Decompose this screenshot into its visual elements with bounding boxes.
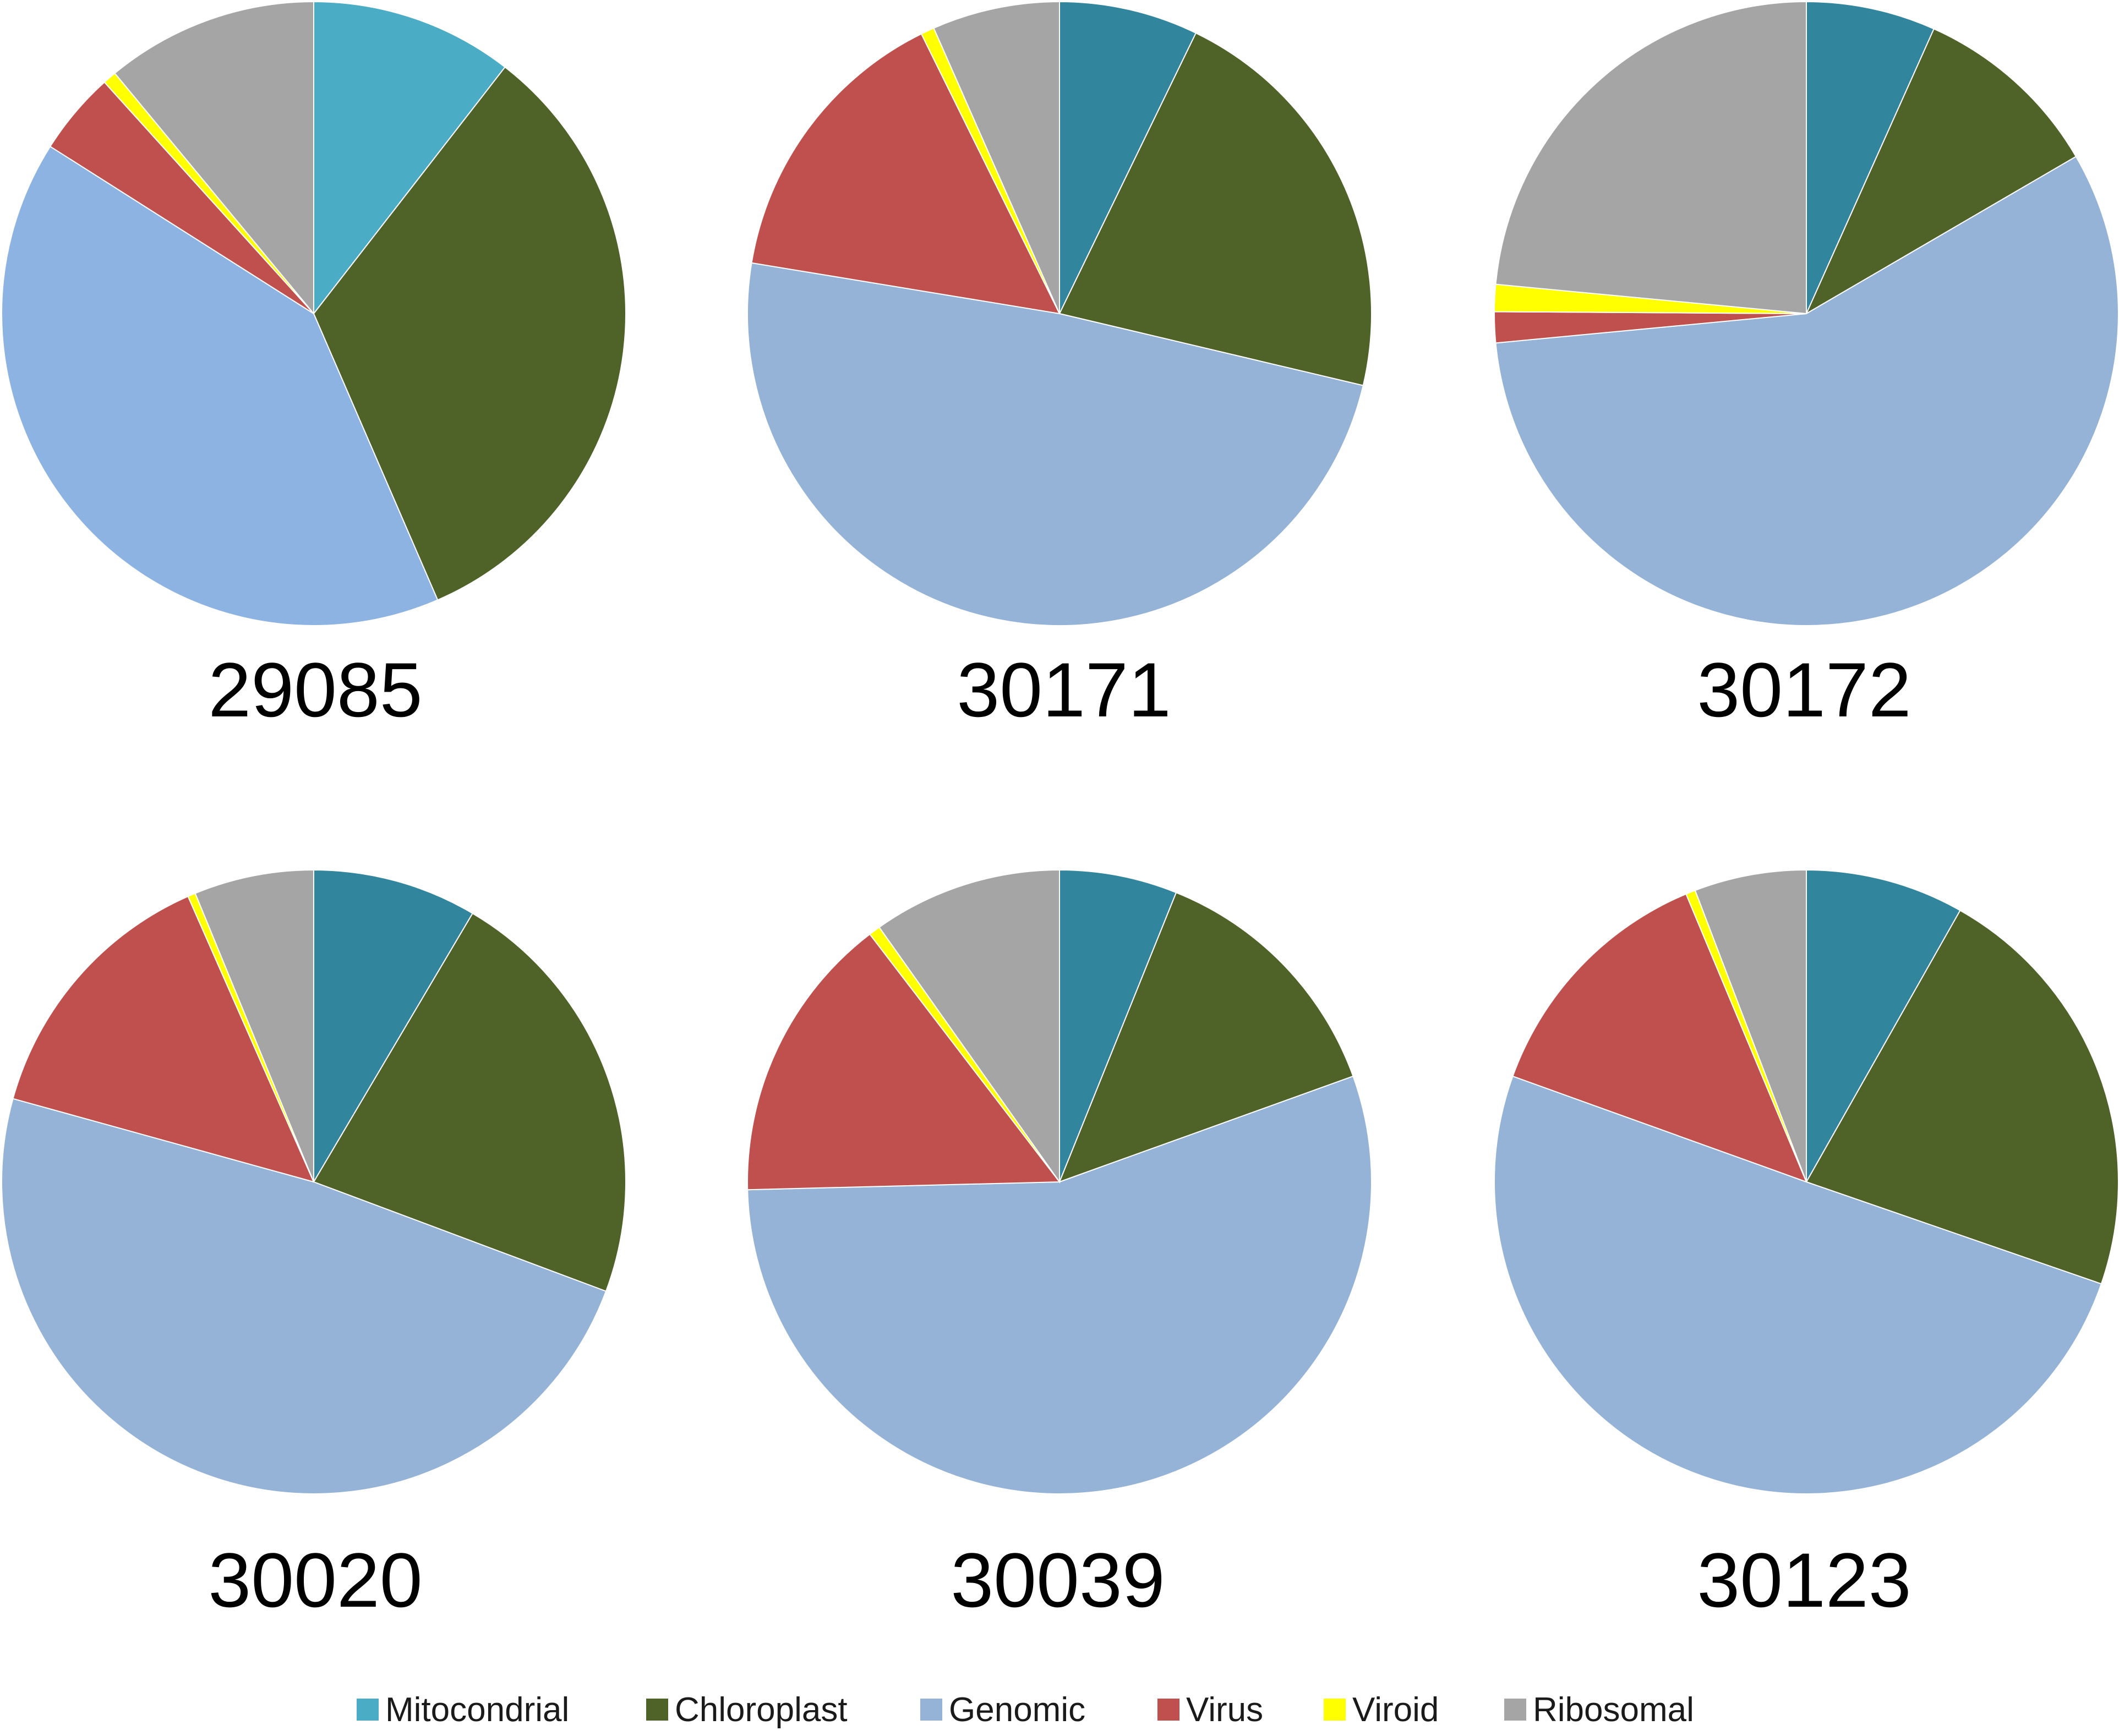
legend-swatch-ribosomal <box>1504 1699 1526 1721</box>
pie-slices-4 <box>1 869 626 1494</box>
pie-2-slice-virus <box>751 33 1061 315</box>
pie-panel-1: 29085 <box>1 1 626 733</box>
legend-label-virus: Virus <box>1186 1691 1263 1729</box>
pie-label-4: 30020 <box>208 1537 422 1623</box>
legend: Mitocondrial Chloroplast Genomic Virus V… <box>357 1691 1694 1729</box>
legend-label-chloroplast: Chloroplast <box>675 1691 848 1729</box>
legend-swatch-mitocondrial <box>357 1699 379 1721</box>
legend-swatch-viroid <box>1324 1699 1346 1721</box>
pie-4-slice-ribosomal <box>194 869 314 1182</box>
pie-5-slice-genomic <box>747 1075 1372 1494</box>
pie-5-slice-mitocondrial <box>1059 869 1177 1182</box>
pie-1-slice-mitocondrial <box>313 1 506 315</box>
legend-swatch-chloroplast <box>646 1699 668 1721</box>
pie-6-slice-mitocondrial <box>1806 869 1961 1184</box>
legend-item-mitocondrial: Mitocondrial <box>357 1691 569 1729</box>
pie-slices-1 <box>1 1 626 626</box>
pie-slices-3 <box>1494 1 2119 626</box>
pie-panel-6: 30123 <box>1493 869 2119 1623</box>
legend-item-chloroplast: Chloroplast <box>646 1691 848 1729</box>
pie-2-slice-ribosomal <box>933 1 1060 314</box>
pie-3-slice-mitocondrial <box>1806 1 1935 314</box>
legend-item-genomic: Genomic <box>920 1691 1085 1729</box>
pie-3-slice-genomic <box>1495 156 2119 626</box>
pie-4-slice-chloroplast <box>313 912 626 1293</box>
pie-3-slice-chloroplast <box>1805 28 2077 315</box>
pie-1-slice-chloroplast <box>313 66 626 601</box>
pie-6-slice-virus <box>1512 893 1807 1183</box>
legend-label-mitocondrial: Mitocondrial <box>385 1691 569 1729</box>
legend-swatch-virus <box>1157 1699 1179 1721</box>
pie-panel-4: 30020 <box>1 869 626 1623</box>
pie-label-5: 30039 <box>951 1537 1165 1623</box>
pie-label-3: 30172 <box>1697 647 1911 733</box>
pie-slices-6 <box>1493 869 2119 1494</box>
pie-5-slice-virus <box>747 933 1061 1191</box>
pie-label-1: 29085 <box>208 647 422 733</box>
pie-4-slice-virus <box>12 895 315 1183</box>
pie-1-slice-genomic <box>1 145 439 626</box>
pie-1-slice-ribosomal <box>114 1 314 315</box>
pie-6-slice-chloroplast <box>1805 910 2119 1285</box>
pie-slices-5 <box>747 869 1372 1494</box>
pie-5-slice-chloroplast <box>1058 891 1354 1183</box>
pie-slices-2 <box>747 1 1372 627</box>
legend-item-viroid: Viroid <box>1324 1691 1439 1729</box>
pie-2-slice-chloroplast <box>1058 32 1372 386</box>
pie-panel-5: 30039 <box>747 869 1372 1623</box>
pie-panel-2: 30171 <box>747 1 1372 733</box>
pie-6-slice-ribosomal <box>1694 869 1807 1182</box>
pie-4-slice-genomic <box>1 1098 607 1494</box>
legend-label-viroid: Viroid <box>1352 1691 1439 1729</box>
legend-item-ribosomal: Ribosomal <box>1504 1691 1694 1729</box>
pie-2-slice-genomic <box>747 262 1364 627</box>
pie-label-6: 30123 <box>1697 1537 1911 1623</box>
pie-4-slice-mitocondrial <box>313 869 473 1184</box>
pie-panel-3: 30172 <box>1494 1 2119 733</box>
legend-item-virus: Virus <box>1157 1691 1263 1729</box>
pie-label-2: 30171 <box>957 647 1171 733</box>
pie-6-slice-genomic <box>1493 1075 2102 1494</box>
legend-label-ribosomal: Ribosomal <box>1533 1691 1694 1729</box>
pie-2-slice-mitocondrial <box>1059 1 1197 314</box>
pie-3-slice-ribosomal <box>1495 1 1807 315</box>
legend-label-genomic: Genomic <box>949 1691 1085 1729</box>
legend-swatch-genomic <box>920 1699 942 1721</box>
pie-5-slice-ribosomal <box>878 869 1060 1184</box>
